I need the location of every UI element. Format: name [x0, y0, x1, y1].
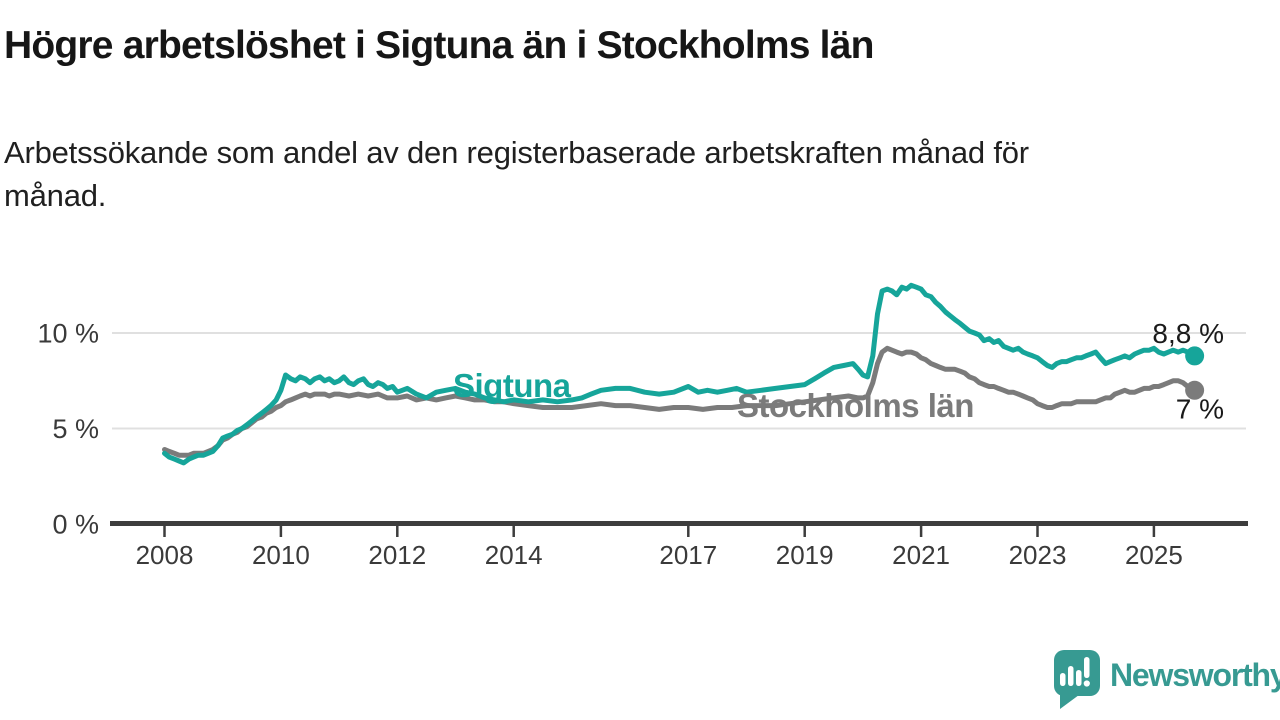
newsworthy-logo[interactable]: Newsworthy — [1052, 648, 1280, 712]
chart-subtitle: Arbetssökande som andel av den registerb… — [4, 131, 1029, 217]
chart-subtitle-line-1: Arbetssökande som andel av den registerb… — [4, 135, 1029, 170]
x-axis-tick-label: 2012 — [368, 540, 426, 570]
series-line-sigtuna — [162, 282, 1198, 466]
y-axis-tick-label: 10 % — [37, 319, 99, 349]
x-axis-tick-label: 2008 — [136, 540, 194, 570]
newsworthy-logo-icon — [1054, 650, 1100, 709]
series-label-stockholms-l-n: Stockholms län — [737, 387, 974, 424]
series-line-stockholms-l-n — [162, 345, 1198, 458]
y-axis-tick-label: 0 % — [52, 510, 99, 540]
chart-subtitle-line-2: månad. — [4, 178, 107, 213]
x-axis-tick-label: 2014 — [485, 540, 543, 570]
newsworthy-logo-text: Newsworthy — [1110, 657, 1280, 693]
series-label-sigtuna: Sigtuna — [453, 367, 572, 404]
page-title: Högre arbetslöshet i Sigtuna än i Stockh… — [4, 24, 874, 67]
y-axis-tick-label: 5 % — [52, 414, 99, 444]
end-dot-stockholms-l-n — [1185, 380, 1205, 400]
end-dot-sigtuna — [1185, 346, 1205, 366]
x-axis-tick-label: 2021 — [892, 540, 950, 570]
x-axis-tick-label: 2025 — [1125, 540, 1183, 570]
x-axis-tick-label: 2023 — [1009, 540, 1067, 570]
end-value-label-stockholms-l-n: 7 % — [1176, 393, 1224, 424]
x-axis-tick-label: 2019 — [776, 540, 834, 570]
end-value-label-sigtuna: 8,8 % — [1152, 318, 1224, 349]
x-axis-tick-label: 2010 — [252, 540, 310, 570]
x-axis-tick-label: 2017 — [659, 540, 717, 570]
